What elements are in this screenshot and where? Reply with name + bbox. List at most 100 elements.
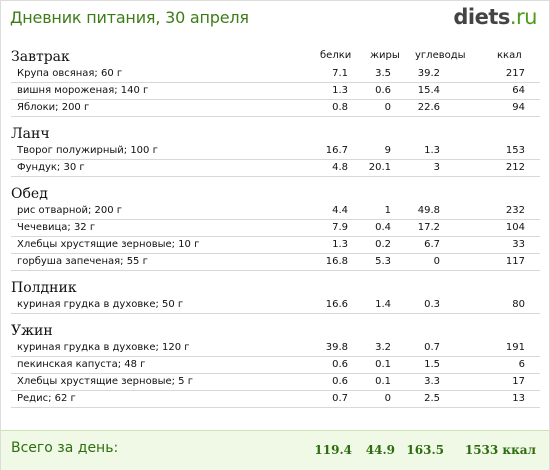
food-kcal: 17 (512, 376, 525, 387)
food-carbs: 39.2 (417, 68, 440, 79)
food-row: Чечевица; 32 г 7.9 0.4 17.2 104 (11, 220, 540, 237)
food-fat: 5.3 (375, 256, 391, 267)
column-header-kcal: ккал (497, 50, 522, 61)
food-protein: 39.8 (325, 342, 348, 353)
food-fat: 0.6 (375, 85, 391, 96)
food-carbs: 3 (433, 162, 440, 173)
food-carbs: 6.7 (424, 239, 440, 250)
food-name: рис отварной; 200 г (17, 205, 123, 216)
food-protein: 4.4 (332, 205, 348, 216)
column-header-carbs: углеводы (415, 50, 466, 61)
food-protein: 4.8 (332, 162, 348, 173)
meal-heading: Ужин (11, 323, 53, 339)
food-kcal: 6 (518, 359, 525, 370)
total-protein: 119.4 (314, 443, 352, 457)
food-kcal: 13 (512, 393, 525, 404)
food-row: пекинская капуста; 48 г 0.6 0.1 1.5 6 (11, 357, 540, 374)
food-name: пекинская капуста; 48 г (17, 359, 146, 370)
food-name: Чечевица; 32 г (17, 222, 96, 233)
food-fat: 0.4 (375, 222, 391, 233)
food-kcal: 104 (505, 222, 525, 233)
food-name: Редис; 62 г (17, 393, 76, 404)
meal-heading: Ланч (11, 126, 50, 142)
food-carbs: 3.3 (424, 376, 440, 387)
food-carbs: 1.3 (424, 145, 440, 156)
food-kcal: 212 (505, 162, 525, 173)
food-fat: 3.5 (375, 68, 391, 79)
food-row: Хлебцы хрустящие зерновые; 5 г 0.6 0.1 3… (11, 374, 540, 391)
meal-heading: Обед (11, 186, 48, 202)
food-name: горбуша запеченая; 55 г (17, 256, 148, 267)
food-name: Хлебцы хрустящие зерновые; 5 г (17, 376, 193, 387)
food-name: Яблоки; 200 г (17, 102, 90, 113)
food-protein: 16.7 (325, 145, 348, 156)
total-carbs: 163.5 (406, 443, 444, 457)
food-name: вишня мороженая; 140 г (17, 85, 149, 96)
food-kcal: 94 (512, 102, 525, 113)
food-kcal: 33 (512, 239, 525, 250)
food-protein: 7.9 (332, 222, 348, 233)
food-carbs: 15.4 (417, 85, 440, 96)
site-logo[interactable]: diets.ru (453, 5, 537, 29)
food-row: Творог полужирный; 100 г 16.7 9 1.3 153 (11, 143, 540, 160)
food-fat: 1 (384, 205, 391, 216)
food-kcal: 232 (505, 205, 525, 216)
food-protein: 16.6 (325, 299, 348, 310)
page-title: Дневник питания, 30 апреля (10, 8, 249, 27)
food-carbs: 0 (433, 256, 440, 267)
meal-heading: Завтрак (11, 49, 70, 65)
daily-total-label: Всего за день: (11, 440, 119, 456)
food-protein: 0.7 (332, 393, 348, 404)
food-kcal: 191 (505, 342, 525, 353)
food-name: куриная грудка в духовке; 120 г (17, 342, 190, 353)
column-header-protein: белки (320, 50, 352, 61)
food-name: Крупа овсяная; 60 г (17, 68, 123, 79)
food-carbs: 0.3 (424, 299, 440, 310)
food-fat: 0 (384, 102, 391, 113)
food-protein: 16.8 (325, 256, 348, 267)
food-name: Творог полужирный; 100 г (17, 145, 158, 156)
food-fat: 0.1 (375, 376, 391, 387)
food-row: Крупа овсяная; 60 г 7.1 3.5 39.2 217 (11, 66, 540, 83)
food-carbs: 2.5 (424, 393, 440, 404)
food-fat: 3.2 (375, 342, 391, 353)
food-carbs: 22.6 (417, 102, 440, 113)
logo-main-text: diets (453, 5, 510, 29)
food-name: Фундук; 30 г (17, 162, 85, 173)
food-row: Фундук; 30 г 4.8 20.1 3 212 (11, 160, 540, 177)
food-fat: 9 (384, 145, 391, 156)
food-kcal: 80 (512, 299, 525, 310)
total-fat: 44.9 (365, 443, 395, 457)
food-carbs: 17.2 (417, 222, 440, 233)
daily-total-bar: Всего за день: 119.4 44.9 163.5 1533 кка… (1, 430, 549, 470)
food-row: куриная грудка в духовке; 120 г 39.8 3.2… (11, 340, 540, 357)
total-kcal: 1533 ккал (464, 443, 536, 457)
food-name: куриная грудка в духовке; 50 г (17, 299, 184, 310)
food-protein: 1.3 (332, 239, 348, 250)
food-kcal: 153 (505, 145, 525, 156)
food-fat: 0 (384, 393, 391, 404)
food-row: Яблоки; 200 г 0.8 0 22.6 94 (11, 100, 540, 117)
food-row: вишня мороженая; 140 г 1.3 0.6 15.4 64 (11, 83, 540, 100)
food-protein: 0.8 (332, 102, 348, 113)
food-row: рис отварной; 200 г 4.4 1 49.8 232 (11, 203, 540, 220)
food-row: Хлебцы хрустящие зерновые; 10 г 1.3 0.2 … (11, 237, 540, 254)
food-carbs: 1.5 (424, 359, 440, 370)
food-carbs: 49.8 (417, 205, 440, 216)
food-fat: 0.2 (375, 239, 391, 250)
food-carbs: 0.7 (424, 342, 440, 353)
column-header-fat: жиры (370, 50, 400, 61)
food-kcal: 117 (505, 256, 525, 267)
food-fat: 20.1 (368, 162, 391, 173)
meal-heading: Полдник (11, 280, 77, 296)
food-kcal: 217 (505, 68, 525, 79)
food-row: горбуша запеченая; 55 г 16.8 5.3 0 117 (11, 254, 540, 271)
food-protein: 0.6 (332, 376, 348, 387)
food-kcal: 64 (512, 85, 525, 96)
header: Дневник питания, 30 апреля diets.ru (1, 1, 549, 35)
food-row: Редис; 62 г 0.7 0 2.5 13 (11, 391, 540, 408)
logo-tld-text: .ru (509, 5, 538, 29)
food-fat: 0.1 (375, 359, 391, 370)
food-fat: 1.4 (375, 299, 391, 310)
